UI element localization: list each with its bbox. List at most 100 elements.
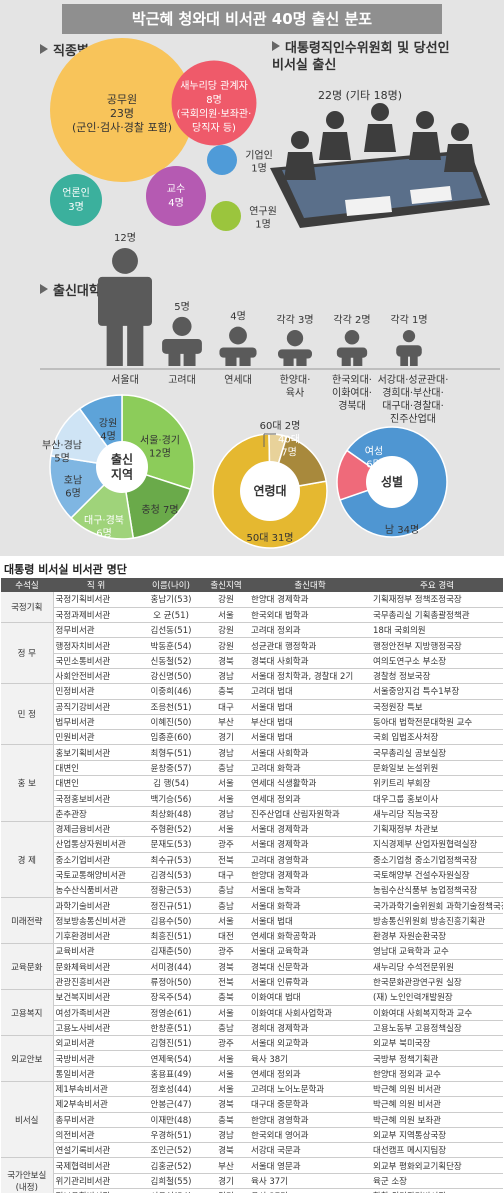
person-head — [416, 111, 434, 129]
roster-cell: 공직기강비서관 — [53, 699, 139, 715]
roster-cell: 김형진(51) — [139, 1035, 203, 1052]
transition-label-text: 대통령직인수위원회 및 당선인 비서실 출신 — [272, 41, 450, 73]
roster-cell: 우경하(51) — [139, 1127, 203, 1144]
roster-cell: 연세대 식생활학과 — [249, 775, 371, 792]
table-row: 공직기강비서관 조응천(51) 대구 서울대 법대 국정원장 특보 — [1, 699, 503, 715]
roster-cell: 서울 — [203, 1081, 249, 1098]
roster-cell: 이재만(48) — [139, 1112, 203, 1128]
roster-group-cell: 고용복지 — [1, 989, 54, 1037]
roster-cell: 윤창중(57) — [139, 760, 203, 777]
roster-cell: 경북 — [203, 959, 249, 975]
roster-group-cell: 국정기획 — [1, 592, 54, 624]
table-row: 문화체육비서관 서미경(44) 경북 경북대 신문학과 새누리당 수석전문위원 — [1, 959, 503, 975]
roster-cell: 외교부 북미국장 — [371, 1035, 503, 1052]
roster-cell: 대구 — [203, 867, 249, 884]
roster-cell: 관광진흥비서관 — [53, 974, 139, 991]
roster-cell: 고려대 법대 — [249, 683, 371, 700]
roster-cell: 정보융합비서관 — [53, 1188, 139, 1193]
person-head — [451, 123, 469, 141]
roster-group-cell: 비서실 — [1, 1081, 54, 1159]
roster-cell: 서울대 법대 — [249, 729, 371, 746]
table-row: 미래전략 과학기술비서관 정진규(51) 충남 서울대 화학과 국가과학기술위원회 과학기… — [1, 897, 503, 945]
roster-cell: 행정안전부 지방행정국장 — [371, 637, 503, 654]
roster-cell: 연세대 화학공학과 — [249, 928, 371, 945]
roster-cell: 충남 — [203, 882, 249, 899]
occupation-bubble-label: 교수 4명 — [167, 183, 185, 209]
roster-cell: 고려대 노어노문학과 — [249, 1081, 371, 1098]
roster-cell: 부산 — [203, 1157, 249, 1174]
roster-cell: 기후환경비서관 — [53, 928, 139, 945]
table-row: 국정홍보비서관 백기승(56) 서울 연세대 정외과 대우그룹 홍보이사 — [1, 790, 503, 807]
roster-cell: 교육비서관 — [53, 943, 139, 960]
roster-cell: 경북 — [203, 653, 249, 669]
roster-cell: 방송통신위원회 방송진흥기획관 — [371, 913, 503, 930]
roster-cell: 경북 — [203, 1096, 249, 1113]
roster-group-cell: 국가안보실 (내정) — [1, 1157, 54, 1193]
university-figure-leg — [239, 355, 251, 366]
roster-cell: 국토교통해양비서관 — [53, 867, 139, 884]
person-body — [319, 132, 351, 160]
roster-cell: 이화여대 사회사업학과 — [249, 1005, 371, 1021]
roster-cell: 강원 — [203, 622, 249, 639]
table-row: 대변인 윤창중(57) 충남 고려대 화학과 문화일보 논설위원 — [1, 760, 503, 777]
roster-cell: 충남 — [203, 897, 249, 914]
occupation-bubble-label: 기업인 1명 — [245, 149, 273, 175]
university-figure-leg — [106, 323, 123, 366]
roster-cell: 최수규(53) — [139, 852, 203, 868]
occupation-bubble-label: 언론인 3명 — [62, 187, 90, 213]
roster-section: 대통령 비서실 비서관 명단 수석실 직 위 이름(나이) 출신지역 출신대학 주요 경력… — [0, 562, 504, 1193]
roster-cell: 충북 — [203, 683, 249, 700]
region-pie-slice-label: 서울·경기 12명 — [140, 434, 180, 460]
roster-cell: 총무비서관 — [53, 1112, 139, 1128]
table-row: 관광진흥비서관 류정아(50) 전북 서울대 인류학과 한국문화관광연구원 실장 — [1, 974, 503, 991]
table-row: 행정자치비서관 박동훈(54) 강원 성균관대 행정학과 행정안전부 지방행정국장 — [1, 637, 503, 654]
roster-cell: 경기 — [203, 729, 249, 746]
university-figure-head — [402, 330, 416, 343]
table-row: 법무비서관 이혜진(50) 부산 부산대 법대 동아대 법학전문대학원 교수 — [1, 714, 503, 731]
university-value-label: 4명 — [230, 311, 246, 323]
roster-cell: 환경부 자원순환국장 — [371, 928, 503, 945]
roster-cell: 국정과제비서관 — [53, 607, 139, 624]
table-row: 통일비서관 홍용표(49) 서울 연세대 정외과 한양대 정외과 교수 — [1, 1066, 503, 1083]
roster-cell: 서울 — [203, 913, 249, 930]
roster-cell: 위기관리비서관 — [53, 1173, 139, 1190]
table-row: 교육문화 교육비서관 김재춘(50) 광주 서울대 교육학과 영남대 교육학과 교수 — [1, 943, 503, 991]
roster-header-cell: 직 위 — [53, 578, 139, 592]
table-row: 홍 보 홍보기획비서관 최형두(51) 경남 서울대 사회학과 국무총리실 공보실장 — [1, 744, 503, 822]
table-row: 대변인 김 행(54) 서울 연세대 식생활학과 위키트리 부회장 — [1, 775, 503, 792]
roster-header-cell: 출신대학 — [249, 578, 371, 592]
roster-cell: 육사 37기 — [249, 1188, 371, 1193]
roster-cell: 대변인 — [53, 760, 139, 777]
roster-cell: 사회안전비서관 — [53, 668, 139, 685]
paper — [410, 186, 452, 204]
roster-cell: 고용노사비서관 — [53, 1020, 139, 1037]
roster-cell: 영남대 교육학과 교수 — [371, 943, 503, 960]
roster-cell: 지식경제부 산업자원협력실장 — [371, 836, 503, 853]
roster-cell: 광주 — [203, 943, 249, 960]
university-figure-leg — [353, 355, 363, 366]
region-pie-slice-label: 대구·경북 6명 — [84, 514, 124, 540]
roster-cell: 조응천(51) — [139, 699, 203, 715]
roster-cell: 서울 — [203, 1005, 249, 1021]
roster-cell: 서울대 인류학과 — [249, 974, 371, 991]
roster-cell: 한창훈(51) — [139, 1020, 203, 1037]
roster-cell: 육군 소장 — [371, 1173, 503, 1190]
roster-cell: 전북 — [203, 974, 249, 991]
table-row: 위기관리비서관 김희철(55) 경기 육사 37기 육군 소장 — [1, 1173, 503, 1190]
roster-cell: 정보방송통신비서관 — [53, 913, 139, 930]
roster-cell: 중소기업비서관 — [53, 852, 139, 868]
table-row: 제2부속비서관 안봉근(47) 경북 대구대 중문학과 박근혜 의원 비서관 — [1, 1096, 503, 1113]
table-row: 외교안보 외교비서관 김형진(51) 광주 서울대 외교학과 외교부 북미국장 — [1, 1035, 503, 1082]
university-figure-leg — [410, 354, 418, 366]
roster-cell: 부산대 법대 — [249, 714, 371, 731]
roster-cell: 여의도연구소 부소장 — [371, 653, 503, 669]
university-value-label: 12명 — [114, 232, 136, 244]
university-label-text: 출신대학 — [53, 284, 101, 299]
table-row: 농수산식품비서관 정황근(53) 충남 서울대 농학과 농림수산식품부 농업정책국장 — [1, 882, 503, 899]
roster-cell: 한양대 정외과 교수 — [371, 1066, 503, 1083]
roster-cell: 정진규(51) — [139, 897, 203, 914]
roster-cell: 국민소통비서관 — [53, 653, 139, 669]
roster-cell: 서울대 법대 — [249, 913, 371, 930]
gender-pie-center — [366, 456, 418, 508]
roster-cell: 경북대 사회학과 — [249, 653, 371, 669]
